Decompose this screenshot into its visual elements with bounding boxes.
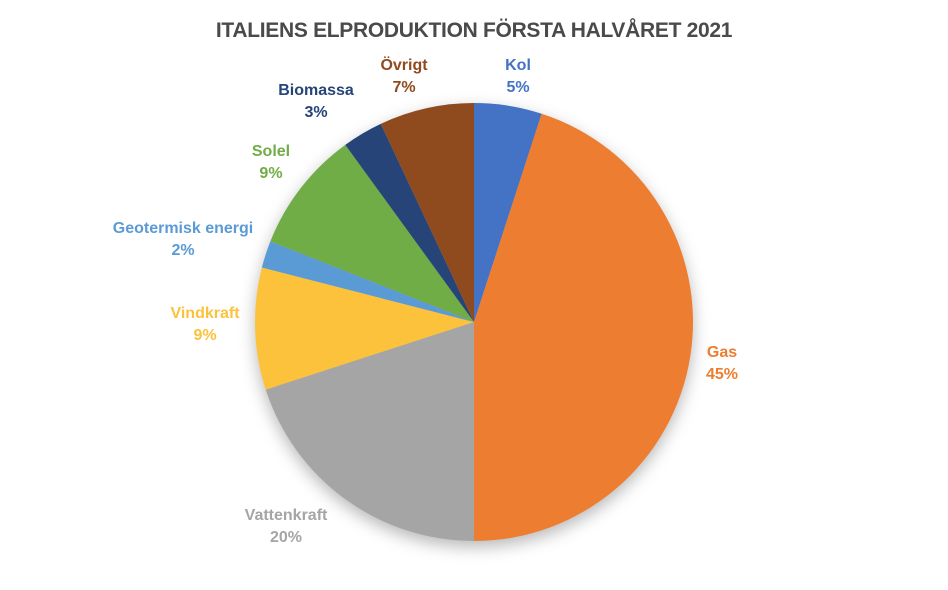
slice-label-vindkraft: Vindkraft 9% bbox=[170, 303, 239, 347]
slice-label-name: Geotermisk energi bbox=[112, 220, 254, 237]
slice-label-name: Biomassa bbox=[278, 82, 354, 99]
slice-label-name: Kol bbox=[505, 57, 531, 74]
pie-slice-solel bbox=[270, 144, 474, 322]
slice-label-name: Övrigt bbox=[380, 57, 428, 74]
slice-label-name: Solel bbox=[251, 143, 291, 160]
pie-slices-group bbox=[255, 103, 693, 541]
slice-label-percent: 5% bbox=[506, 79, 530, 96]
slice-label-geotermisk-energi: Geotermisk energi 2% bbox=[113, 218, 254, 262]
slice-label-kol: Kol 5% bbox=[505, 55, 531, 99]
slice-label-name: Vindkraft bbox=[170, 305, 240, 322]
slice-label-percent: 9% bbox=[193, 327, 217, 344]
chart-title: ITALIENS ELPRODUKTION FÖRSTA HALVÅRET 20… bbox=[215, 19, 733, 42]
slice-label-percent: 9% bbox=[259, 165, 283, 182]
slice-label-solel: Solel 9% bbox=[252, 141, 290, 185]
slice-label-ovrigt: Övrigt 7% bbox=[380, 55, 427, 99]
slice-label-name: Vattenkraft bbox=[244, 507, 328, 524]
pie-slice-vindkraft bbox=[255, 267, 474, 390]
pie-slice-geotermisk-energi bbox=[261, 241, 474, 322]
slice-label-percent: 3% bbox=[304, 104, 328, 121]
pie-slice-kol bbox=[474, 103, 542, 322]
slice-label-vattenkraft: Vattenkraft 20% bbox=[245, 505, 328, 549]
slice-label-percent: 2% bbox=[171, 242, 195, 259]
slice-label-percent: 7% bbox=[392, 79, 416, 96]
pie-slice-vattenkraft bbox=[265, 322, 474, 541]
pie-slice-gas bbox=[474, 113, 693, 541]
slice-label-gas: Gas 45% bbox=[706, 342, 738, 386]
slice-label-percent: 45% bbox=[705, 366, 739, 383]
slice-label-biomassa: Biomassa 3% bbox=[278, 80, 354, 124]
pie-slice-biomassa bbox=[345, 123, 474, 322]
slice-label-name: Gas bbox=[706, 344, 738, 361]
pie-slice-ovrigt bbox=[380, 103, 474, 322]
slice-label-percent: 20% bbox=[269, 529, 303, 546]
